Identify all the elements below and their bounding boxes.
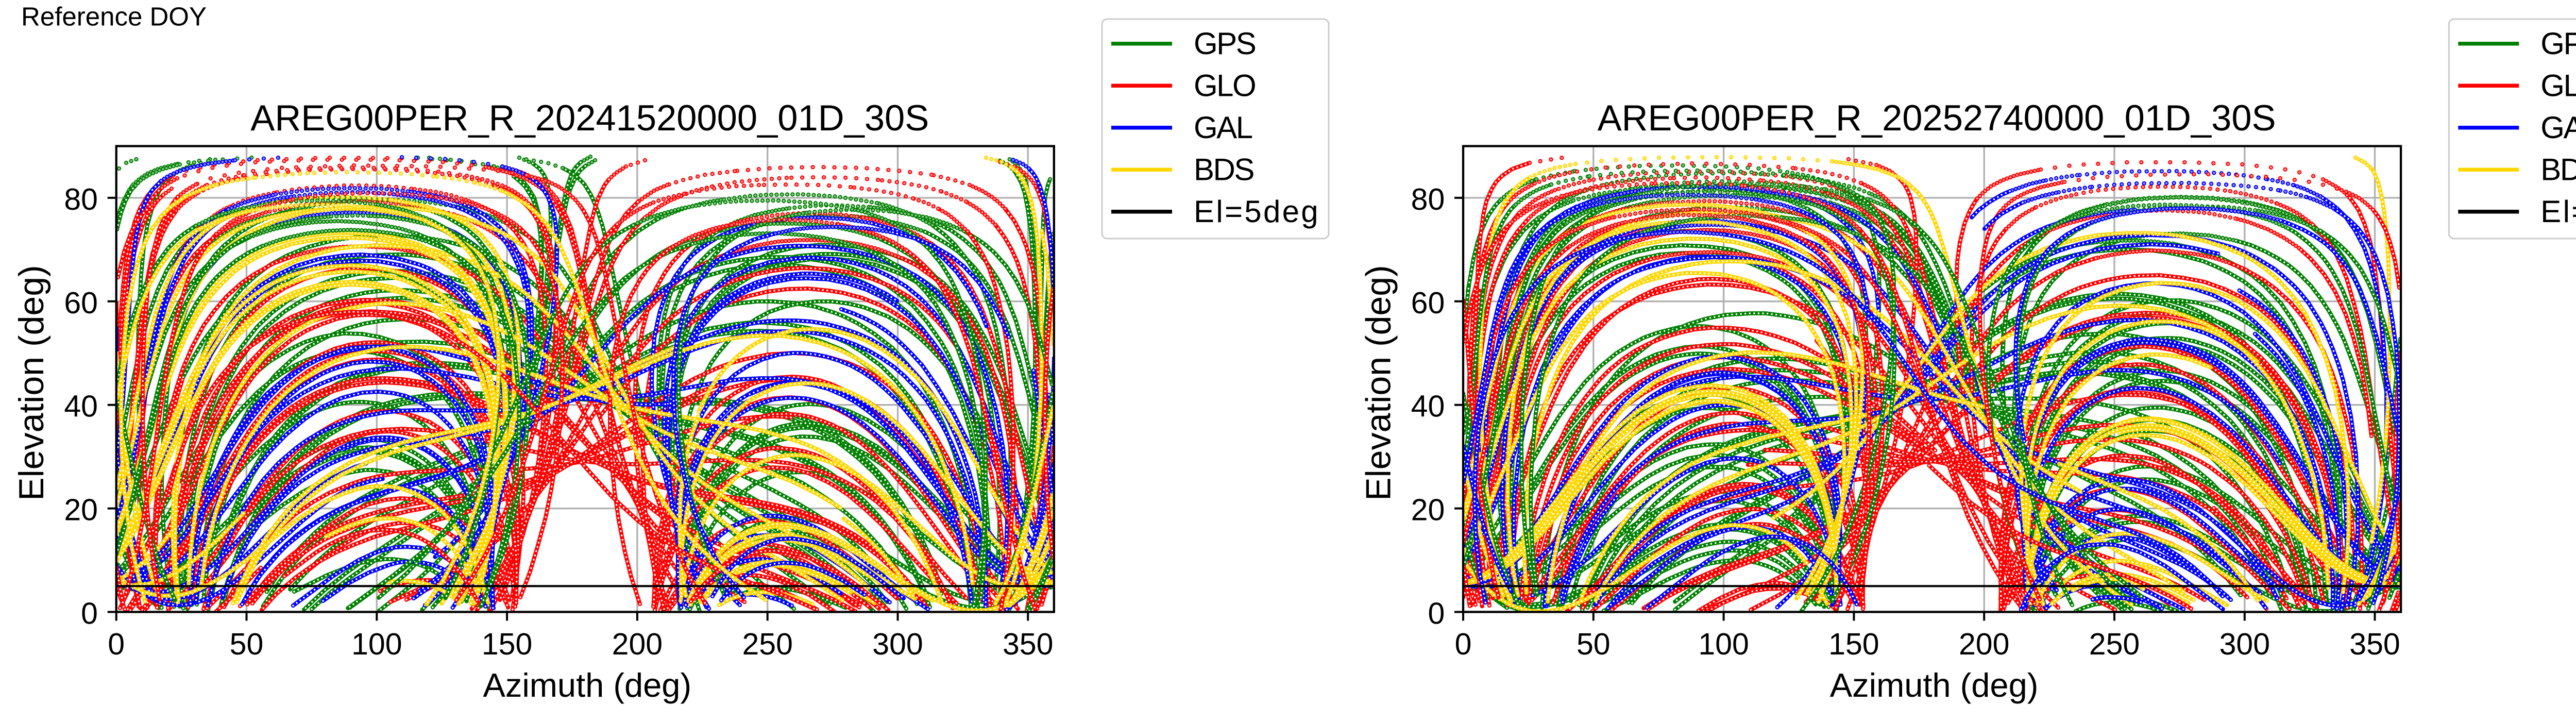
svg-text:GLO: GLO — [2540, 69, 2576, 103]
svg-text:0: 0 — [1455, 627, 1472, 661]
svg-text:200: 200 — [1959, 627, 2009, 661]
svg-text:150: 150 — [1828, 627, 1879, 661]
svg-text:0: 0 — [81, 597, 98, 631]
svg-text:40: 40 — [64, 390, 98, 424]
svg-text:AREG00PER_R_20241520000_01D_30: AREG00PER_R_20241520000_01D_30S — [250, 97, 929, 138]
svg-text:0: 0 — [1428, 597, 1445, 631]
svg-text:100: 100 — [351, 627, 402, 661]
svg-text:GAL: GAL — [2540, 110, 2576, 145]
svg-text:60: 60 — [1411, 286, 1445, 320]
svg-text:80: 80 — [1411, 182, 1445, 216]
svg-text:GLO: GLO — [1194, 69, 1255, 103]
svg-text:250: 250 — [2089, 627, 2140, 661]
svg-text:50: 50 — [1577, 627, 1611, 661]
svg-text:AREG00PER_R_20252740000_01D_30: AREG00PER_R_20252740000_01D_30S — [1598, 97, 2276, 138]
svg-text:GPS: GPS — [2540, 26, 2576, 61]
svg-text:0: 0 — [108, 627, 125, 661]
svg-text:Azimuth (deg): Azimuth (deg) — [1830, 666, 2039, 704]
svg-text:200: 200 — [612, 627, 663, 661]
svg-text:150: 150 — [482, 627, 532, 661]
svg-text:300: 300 — [2219, 627, 2270, 661]
svg-text:350: 350 — [2349, 627, 2400, 661]
svg-text:300: 300 — [872, 627, 923, 661]
svg-text:40: 40 — [1411, 390, 1445, 424]
svg-text:Azimuth (deg): Azimuth (deg) — [483, 666, 691, 704]
svg-text:350: 350 — [1003, 627, 1053, 661]
svg-text:20: 20 — [1411, 493, 1445, 527]
svg-text:BDS: BDS — [1194, 153, 1253, 187]
svg-text:El=5deg: El=5deg — [1194, 194, 1320, 229]
svg-text:50: 50 — [230, 627, 264, 661]
svg-text:GPS: GPS — [1194, 26, 1256, 61]
svg-text:BDS: BDS — [2540, 153, 2576, 187]
svg-text:250: 250 — [742, 627, 792, 661]
svg-text:El=5deg: El=5deg — [2540, 194, 2576, 229]
svg-text:GAL: GAL — [1194, 110, 1252, 145]
svg-text:Elevation (deg): Elevation (deg) — [1359, 265, 1398, 500]
svg-text:Elevation (deg): Elevation (deg) — [12, 265, 51, 500]
svg-text:100: 100 — [1698, 627, 1749, 661]
svg-text:Reference DOY: Reference DOY — [21, 2, 207, 31]
svg-text:20: 20 — [64, 493, 98, 527]
svg-text:80: 80 — [64, 182, 98, 216]
svg-text:60: 60 — [64, 286, 98, 320]
